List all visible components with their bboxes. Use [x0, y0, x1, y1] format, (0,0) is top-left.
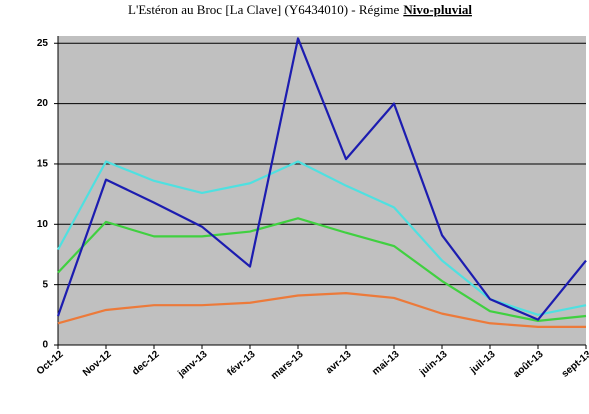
- y-tick-label: 10: [37, 219, 49, 230]
- x-tick-label: mars-13: [269, 349, 306, 382]
- x-tick-label: avr-13: [324, 349, 354, 377]
- x-tick-label: juin-13: [417, 349, 450, 379]
- chart-title: L'Estéron au Broc [La Clave] (Y6434010) …: [128, 2, 400, 17]
- x-tick-label: sept-13: [560, 349, 589, 380]
- series-line: [57, 291, 586, 328]
- y-tick-label: 15: [37, 159, 49, 170]
- y-tick-label: 25: [37, 38, 49, 49]
- x-tick-label: Oct-12: [35, 349, 66, 378]
- chart-title-group: L'Estéron au Broc [La Clave] (Y6434010) …: [128, 2, 472, 17]
- series-line: [56, 37, 587, 321]
- x-tick-label: févr-13: [225, 349, 258, 379]
- chart-title-emphasis: Nivo-pluvial: [403, 2, 472, 17]
- x-tick-label: mai-13: [370, 349, 402, 378]
- x-tick-label: Nov-12: [81, 349, 114, 379]
- plot-area: [58, 36, 586, 345]
- x-tick-label: dec-12: [130, 349, 162, 378]
- y-tick-label: 0: [42, 340, 48, 351]
- x-tick-label: janv-13: [175, 349, 210, 381]
- x-tick-label: août-13: [511, 349, 546, 381]
- series-line: [57, 217, 587, 322]
- y-tick-label: 20: [37, 98, 49, 109]
- x-tick-label: juil-13: [468, 349, 498, 377]
- y-tick-label: 5: [42, 279, 48, 290]
